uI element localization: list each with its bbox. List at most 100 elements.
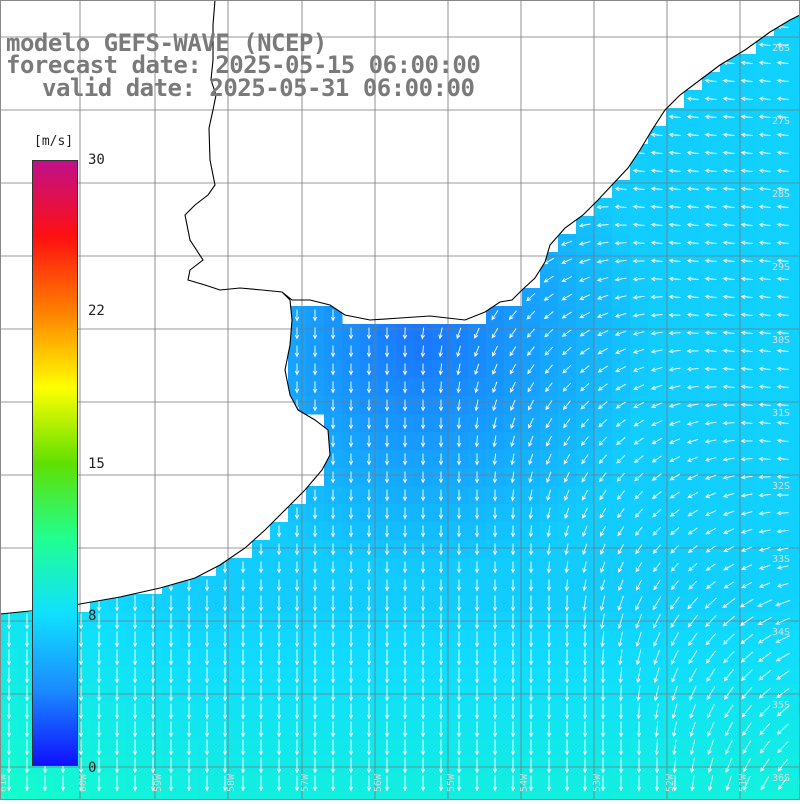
wind-arrow — [492, 543, 498, 556]
wind-arrow — [312, 757, 318, 774]
wind-cell — [36, 792, 55, 804]
wind-cell — [792, 18, 800, 37]
wind-arrow — [614, 186, 627, 191]
wind-arrow — [402, 345, 408, 358]
wind-arrow — [740, 348, 753, 353]
wind-arrow — [114, 631, 120, 648]
longitude-label: 60W — [78, 773, 89, 792]
wind-arrow — [578, 258, 591, 264]
wind-cell — [792, 360, 800, 379]
wind-arrow — [420, 327, 425, 340]
wind-arrow — [420, 543, 426, 556]
wind-arrow — [670, 596, 680, 610]
wind-arrow — [777, 741, 789, 754]
latitude-label: 30S — [772, 335, 790, 346]
wind-arrow — [582, 703, 588, 720]
wind-cell — [792, 36, 800, 55]
wind-arrow — [618, 703, 624, 720]
wind-arrow — [6, 613, 12, 630]
wind-arrow — [669, 509, 680, 517]
wind-arrow — [528, 579, 534, 592]
wind-arrow — [650, 331, 663, 336]
wind-arrow — [650, 222, 663, 227]
wind-arrow — [722, 615, 735, 627]
wind-cell — [630, 792, 649, 804]
wind-arrow — [600, 721, 606, 738]
wind-arrow — [758, 168, 771, 173]
wind-arrow — [776, 132, 789, 137]
wind-arrow — [204, 757, 210, 774]
wind-arrow — [420, 579, 426, 592]
wind-arrow — [78, 757, 84, 774]
wind-arrow — [617, 631, 623, 648]
wind-arrow — [492, 345, 498, 357]
wind-arrow — [600, 775, 606, 792]
wind-arrow — [740, 258, 753, 263]
wind-arrow — [78, 649, 84, 666]
wind-arrow — [546, 471, 552, 484]
wind-arrow — [614, 259, 627, 264]
wind-arrow — [776, 204, 789, 209]
wind-arrow — [330, 345, 336, 358]
wind-arrow — [707, 757, 714, 774]
wind-arrow — [578, 241, 591, 246]
wind-arrow — [668, 330, 681, 336]
wind-arrow — [348, 649, 354, 666]
wind-arrow — [510, 775, 516, 792]
wind-arrow — [474, 543, 480, 556]
wind-arrow — [704, 222, 717, 227]
wind-arrow — [599, 595, 606, 612]
wind-arrow — [598, 454, 607, 464]
wind-arrow — [614, 312, 627, 318]
wind-arrow — [776, 565, 789, 570]
wind-arrow — [724, 686, 734, 700]
wind-arrow — [348, 381, 354, 394]
wind-arrow — [474, 685, 480, 702]
wind-arrow — [294, 757, 300, 774]
wind-arrow — [704, 366, 717, 372]
wind-arrow — [222, 721, 228, 738]
wind-arrow — [722, 114, 735, 119]
wind-arrow — [96, 721, 102, 738]
wind-arrow — [96, 703, 102, 720]
wind-arrow — [330, 757, 336, 774]
colorbar-tick-30: 30 — [88, 152, 105, 168]
wind-arrow — [276, 543, 282, 556]
latitude-label: 35S — [772, 700, 790, 711]
longitude-label: 52W — [665, 773, 676, 792]
wind-arrow — [78, 739, 84, 756]
wind-arrow — [330, 525, 336, 538]
wind-arrow — [722, 168, 735, 173]
wind-arrow — [776, 456, 789, 461]
wind-arrow — [330, 685, 336, 702]
wind-arrow — [776, 492, 789, 498]
wind-arrow — [776, 60, 789, 65]
wind-arrow — [492, 453, 497, 466]
wind-arrow — [492, 579, 498, 592]
wind-arrow — [294, 631, 300, 648]
wind-arrow — [671, 667, 679, 683]
wind-arrow — [725, 757, 733, 773]
wind-arrow — [546, 631, 552, 648]
wind-arrow — [294, 507, 300, 520]
wind-cell — [378, 792, 397, 804]
wind-arrow — [725, 775, 732, 792]
wind-cell — [792, 756, 800, 775]
wind-arrow — [688, 632, 698, 647]
wind-arrow — [366, 525, 372, 538]
wind-arrow — [614, 204, 627, 210]
wind-arrow — [650, 294, 663, 300]
wind-arrow — [686, 150, 699, 155]
wind-arrow — [776, 366, 789, 371]
wind-arrow — [596, 204, 609, 210]
wind-arrow — [758, 60, 771, 65]
wind-arrow — [687, 474, 699, 480]
wind-arrow — [384, 595, 390, 612]
wind-arrow — [741, 704, 752, 718]
wind-arrow — [312, 631, 318, 648]
wind-arrow — [222, 631, 228, 648]
wind-arrow — [740, 651, 753, 663]
wind-arrow — [723, 528, 735, 534]
wind-arrow — [258, 613, 264, 630]
wind-arrow — [632, 204, 645, 209]
